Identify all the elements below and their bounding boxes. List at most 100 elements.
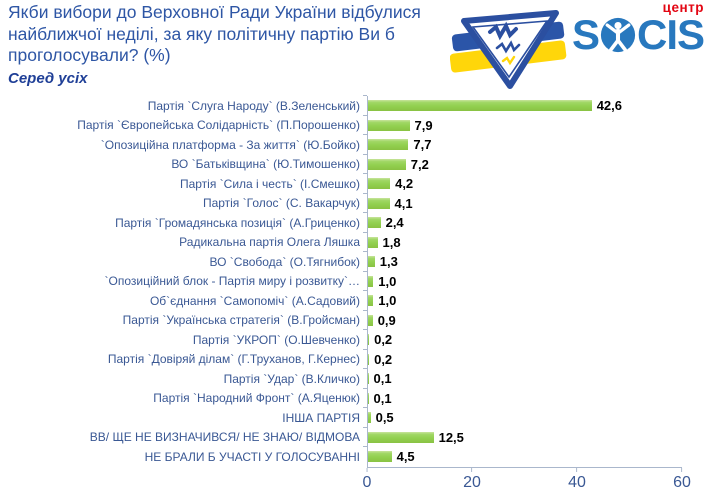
- value-label: 4,2: [395, 176, 414, 192]
- tick-label: 60: [673, 473, 691, 491]
- category-label: Партія `Удар` (В.Кличко): [223, 371, 360, 386]
- value-label: 7,9: [414, 117, 433, 133]
- bar: [368, 100, 592, 112]
- plot-area: 42,6: [363, 95, 706, 116]
- chart-row: Партія `Слуга Народу` (В.Зеленський) 42,6: [0, 95, 706, 116]
- tick-mark: [366, 467, 368, 472]
- category-label: Партія `Європейська Солідарність` (П.Пор…: [77, 118, 360, 133]
- socis-letters: S CIS: [558, 11, 705, 58]
- chart-row: Партія `Сила і честь` (І.Смешко) 4,2: [0, 173, 706, 194]
- category-label: ІНША ПАРТІЯ: [282, 410, 360, 425]
- chart-row: ВО `Батьківщина` (Ю.Тимошенко) 7,2: [0, 153, 706, 174]
- chart-row: Партія `УКРОП` (О.Шевченко) 0,2: [0, 329, 706, 350]
- plot-area: 4,2: [363, 173, 706, 194]
- category-label: Партія `УКРОП` (О.Шевченко): [192, 332, 360, 347]
- plot-area: 0,9: [363, 309, 706, 330]
- category-label: Партія `Українська стратегія` (В.Гройсма…: [122, 313, 360, 328]
- bar: [368, 197, 390, 209]
- category-label: ВВ/ ЩЕ НЕ ВИЗНАЧИВСЯ/ НЕ ЗНАЮ/ ВІДМОВА: [89, 430, 360, 445]
- plot-area: 4,5: [363, 446, 706, 467]
- value-label: 0,9: [377, 312, 396, 328]
- bar: [368, 314, 373, 326]
- bar: [368, 412, 371, 424]
- x-axis: 0 20 40 60: [363, 466, 691, 496]
- value-label: 1,0: [378, 293, 397, 309]
- plot-area: 0,5: [363, 407, 706, 428]
- title-line-3: проголосували? (%): [8, 45, 171, 65]
- value-label: 0,1: [373, 390, 392, 406]
- chart-row: Партія `Довіряй ділам` (Г.Труханов, Г.Ке…: [0, 348, 706, 369]
- value-label: 0,2: [374, 351, 393, 367]
- bar: [368, 295, 374, 307]
- value-label: 4,1: [394, 195, 413, 211]
- category-label: Партія `Народний Фронт` (А.Яценюк): [153, 391, 360, 406]
- chart-row: Партія `Європейська Солідарність` (П.Пор…: [0, 114, 706, 135]
- x-axis-tick: 20: [463, 467, 481, 492]
- socis-letter-s: S: [571, 11, 600, 58]
- value-label: 1,8: [382, 234, 401, 250]
- value-label: 7,7: [413, 137, 432, 153]
- bar: [368, 236, 378, 248]
- bar: [368, 178, 391, 190]
- socis-triangle-flag-icon: [450, 10, 567, 89]
- tick-mark: [471, 467, 473, 472]
- bar: [368, 451, 392, 463]
- chart-row: ІНША ПАРТІЯ 0,5: [0, 407, 706, 428]
- chart-row: ВВ/ ЩЕ НЕ ВИЗНАЧИВСЯ/ НЕ ЗНАЮ/ ВІДМОВА 12…: [0, 426, 706, 447]
- bar: [368, 158, 406, 170]
- plot-area: 1,0: [363, 270, 706, 291]
- bar: [368, 139, 409, 151]
- chart-row: `Опозиційна платформа - За життя` (Ю.Бой…: [0, 134, 706, 155]
- category-label: Партія `Слуга Народу` (В.Зеленський): [147, 98, 360, 113]
- chart-row: ВО `Свобода` (О.Тягнибок) 1,3: [0, 251, 706, 272]
- category-label: Партія `Громадянська позиція` (А.Гриценк…: [115, 215, 360, 230]
- category-label: Партія `Сила і честь` (І.Смешко): [179, 176, 360, 191]
- plot-area: 7,9: [363, 114, 706, 135]
- bar: [368, 431, 434, 443]
- category-label: НЕ БРАЛИ Б УЧАСТІ У ГОЛОСУВАННІ: [144, 449, 360, 464]
- x-axis-tick: 40: [568, 467, 586, 492]
- plot-area: 2,4: [363, 212, 706, 233]
- chart-row: Радикальна партія Олега Ляшка 1,8: [0, 231, 706, 252]
- bar: [368, 217, 381, 229]
- plot-area: 1,3: [363, 251, 706, 272]
- tick-mark: [576, 467, 578, 472]
- title-line-1: Якби вибори до Верховної Ради України ві…: [8, 2, 421, 22]
- bar-chart: Партія `Слуга Народу` (В.Зеленський) 42,6…: [0, 95, 706, 496]
- value-label: 0,1: [373, 371, 392, 387]
- centr-label: центр: [662, 0, 704, 15]
- chart-row: Партія `Голос` (С. Вакарчук) 4,1: [0, 192, 706, 213]
- plot-area: 0,1: [363, 368, 706, 389]
- bar: [368, 353, 370, 365]
- plot-area: 0,2: [363, 329, 706, 350]
- tick-label: 0: [362, 473, 372, 491]
- category-label: `Опозиційна платформа - За життя` (Ю.Бой…: [100, 137, 360, 152]
- tick-mark: [681, 467, 683, 472]
- socis-letters-cis: CIS: [636, 11, 705, 58]
- bar: [368, 334, 370, 346]
- category-label: Радикальна партія Олега Ляшка: [179, 235, 360, 250]
- category-label: `Опозиційний блок - Партія миру і розвит…: [104, 274, 360, 289]
- chart-row: Партія `Громадянська позиція` (А.Гриценк…: [0, 212, 706, 233]
- value-label: 7,2: [410, 156, 429, 172]
- chart-row: Партія `Українська стратегія` (В.Гройсма…: [0, 309, 706, 330]
- bar: [368, 256, 375, 268]
- category-label: ВО `Батьківщина` (Ю.Тимошенко): [171, 157, 360, 172]
- category-label: ВО `Свобода` (О.Тягнибок): [209, 254, 360, 269]
- plot-area: 4,1: [363, 192, 706, 213]
- category-label: Партія `Голос` (С. Вакарчук): [202, 196, 360, 211]
- value-label: 1,0: [378, 273, 397, 289]
- chart-rows: Партія `Слуга Народу` (В.Зеленський) 42,6…: [0, 95, 706, 467]
- chart-row: Партія `Удар` (В.Кличко) 0,1: [0, 368, 706, 389]
- plot-area: 7,2: [363, 153, 706, 174]
- value-label: 12,5: [438, 429, 464, 445]
- plot-area: 7,7: [363, 134, 706, 155]
- plot-area: 12,5: [363, 426, 706, 447]
- chart-title: Якби вибори до Верховної Ради України ві…: [8, 2, 460, 87]
- title-line-2: найближчої неділі, за яку політичну парт…: [8, 23, 395, 44]
- value-label: 42,6: [596, 98, 622, 114]
- x-axis-tick: 60: [673, 467, 691, 492]
- value-label: 0,2: [374, 332, 393, 348]
- tick-label: 20: [463, 473, 481, 491]
